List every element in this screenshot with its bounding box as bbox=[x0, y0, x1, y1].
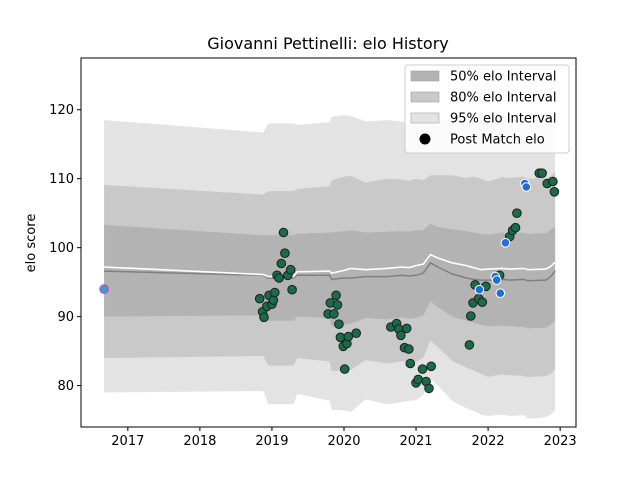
post-match-point bbox=[254, 293, 265, 304]
legend-label: 95% elo Interval bbox=[450, 112, 557, 127]
post-match-point bbox=[274, 273, 284, 283]
post-match-point bbox=[548, 176, 558, 187]
legend-swatch bbox=[410, 91, 440, 103]
highlight-point bbox=[474, 284, 485, 295]
post-match-point bbox=[276, 258, 287, 269]
y-tick-label: 120 bbox=[49, 103, 74, 118]
post-match-point bbox=[278, 227, 289, 238]
x-tick-label: 2020 bbox=[327, 434, 360, 449]
legend: 50% elo Interval 80% elo Interval 95% elo … bbox=[404, 64, 570, 154]
post-match-point bbox=[537, 168, 547, 178]
x-tick-label: 2017 bbox=[111, 434, 144, 449]
x-tick-label: 2022 bbox=[472, 434, 505, 449]
y-axis-label: elo score bbox=[24, 214, 39, 273]
post-match-point bbox=[426, 361, 437, 372]
post-match-point bbox=[466, 311, 476, 321]
post-match-point bbox=[413, 374, 424, 385]
post-match-point bbox=[424, 383, 434, 394]
x-tick-label: 2023 bbox=[544, 434, 577, 449]
legend-label: Post Match elo bbox=[450, 133, 545, 148]
post-match-point bbox=[287, 284, 297, 295]
legend-marker bbox=[419, 133, 431, 145]
x-tick-label: 2019 bbox=[255, 434, 288, 449]
post-match-point bbox=[404, 344, 414, 354]
x-tick-label: 2018 bbox=[183, 434, 216, 449]
post-match-point bbox=[331, 290, 341, 301]
legend-label: 50% elo Interval bbox=[450, 70, 557, 85]
trend-lines bbox=[104, 253, 556, 282]
highlight-point bbox=[495, 288, 506, 299]
y-tick-label: 110 bbox=[49, 172, 74, 187]
post-match-point bbox=[334, 319, 344, 330]
post-match-point bbox=[464, 340, 475, 350]
post-match-point bbox=[549, 187, 560, 197]
post-match-point bbox=[270, 287, 280, 298]
post-match-point bbox=[339, 364, 350, 374]
post-match-point bbox=[285, 264, 296, 275]
post-match-point bbox=[401, 323, 412, 334]
chart-title: Giovanni Pettinelli: elo History bbox=[207, 34, 449, 53]
legend-swatch bbox=[410, 70, 440, 82]
axes-frame bbox=[80, 57, 577, 428]
post-match-point bbox=[280, 248, 290, 258]
y-tick-label: 80 bbox=[57, 379, 74, 394]
post-match-point bbox=[259, 312, 269, 323]
plot-area bbox=[99, 114, 560, 419]
interval-bands bbox=[104, 114, 556, 419]
start-point bbox=[99, 284, 109, 294]
post-match-point bbox=[351, 328, 362, 339]
median-line bbox=[104, 261, 556, 282]
highlight-point bbox=[521, 182, 532, 192]
post-match-point bbox=[343, 331, 354, 342]
highlight-point bbox=[491, 275, 502, 285]
highlight-point bbox=[500, 238, 511, 248]
legend-box bbox=[404, 64, 570, 154]
post-match-point bbox=[417, 364, 428, 374]
y-tick-label: 90 bbox=[57, 310, 74, 325]
post-match-point bbox=[396, 330, 406, 341]
post-match-point bbox=[405, 358, 416, 369]
y-axis: 80 90 100 110 120 bbox=[49, 103, 81, 394]
legend-label: 80% elo Interval bbox=[450, 91, 557, 106]
post-match-point bbox=[510, 222, 521, 233]
post-match-points bbox=[99, 168, 560, 394]
post-match-point bbox=[332, 300, 343, 310]
y-tick-label: 100 bbox=[49, 241, 74, 256]
post-match-point bbox=[512, 208, 522, 218]
expected-elo-line bbox=[104, 253, 556, 278]
x-axis: 2017 2018 2019 2020 2021 2022 2023 bbox=[111, 427, 577, 449]
x-tick-label: 2021 bbox=[399, 434, 432, 449]
legend-swatch bbox=[410, 112, 440, 124]
post-match-point bbox=[329, 309, 339, 319]
post-match-point bbox=[477, 297, 488, 308]
